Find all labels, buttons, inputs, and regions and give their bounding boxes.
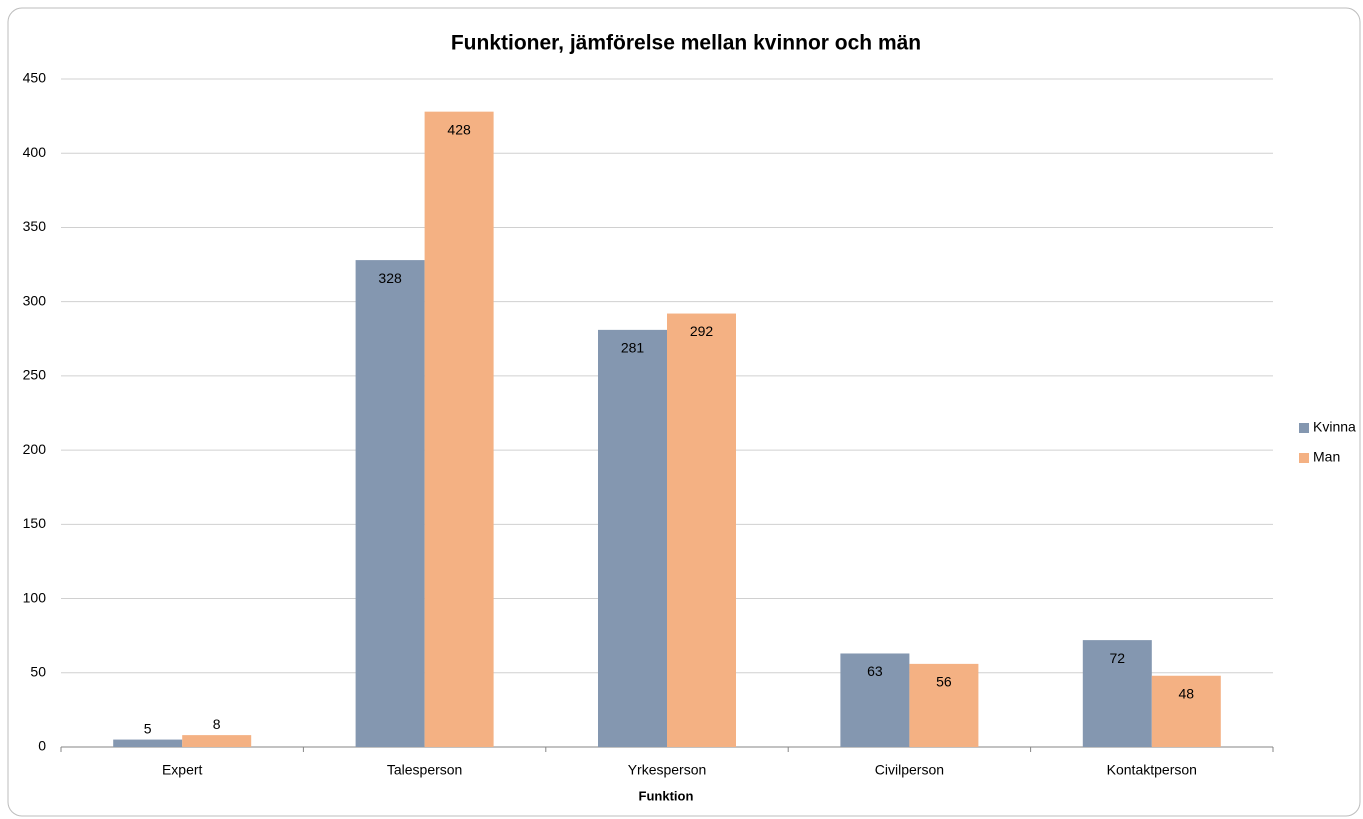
y-tick-label: 50 — [30, 663, 46, 679]
legend-label: Kvinna — [1313, 419, 1356, 435]
x-tick-label: Talesperson — [387, 762, 463, 778]
bar — [113, 739, 183, 747]
x-axis-label: Funktion — [639, 788, 694, 803]
x-tick-label: Kontaktperson — [1107, 762, 1197, 778]
data-label: 428 — [447, 121, 471, 137]
y-tick-label: 350 — [23, 218, 47, 234]
chart-title: Funktioner, jämförelse mellan kvinnor oc… — [451, 32, 921, 55]
data-label: 281 — [621, 340, 645, 356]
x-tick-label: Expert — [162, 762, 203, 778]
y-tick-label: 300 — [23, 292, 47, 308]
bar — [182, 735, 252, 747]
x-tick-label: Civilperson — [875, 762, 944, 778]
data-label: 63 — [867, 663, 883, 679]
y-tick-label: 100 — [23, 589, 47, 605]
legend-label: Man — [1313, 449, 1340, 465]
y-tick-label: 150 — [23, 515, 47, 531]
y-tick-label: 250 — [23, 367, 47, 383]
bar — [598, 329, 667, 747]
y-tick-label: 450 — [23, 70, 47, 86]
data-label: 8 — [213, 716, 221, 732]
bar — [424, 111, 494, 747]
x-tick-label: Yrkesperson — [628, 762, 707, 778]
y-tick-label: 400 — [23, 144, 47, 160]
data-label: 72 — [1110, 650, 1126, 666]
data-label: 56 — [936, 674, 952, 690]
bar — [667, 313, 736, 747]
bar — [1151, 675, 1221, 747]
legend-swatch — [1299, 423, 1309, 433]
bar — [840, 653, 910, 747]
bar — [909, 663, 979, 747]
data-label: 328 — [378, 270, 402, 286]
data-label: 292 — [690, 323, 714, 339]
data-label: 5 — [144, 720, 152, 736]
bar — [1082, 640, 1152, 747]
bar — [355, 260, 425, 747]
data-label: 48 — [1179, 685, 1195, 701]
y-tick-label: 0 — [38, 738, 46, 754]
legend-swatch — [1299, 453, 1309, 463]
y-tick-label: 200 — [23, 441, 47, 457]
